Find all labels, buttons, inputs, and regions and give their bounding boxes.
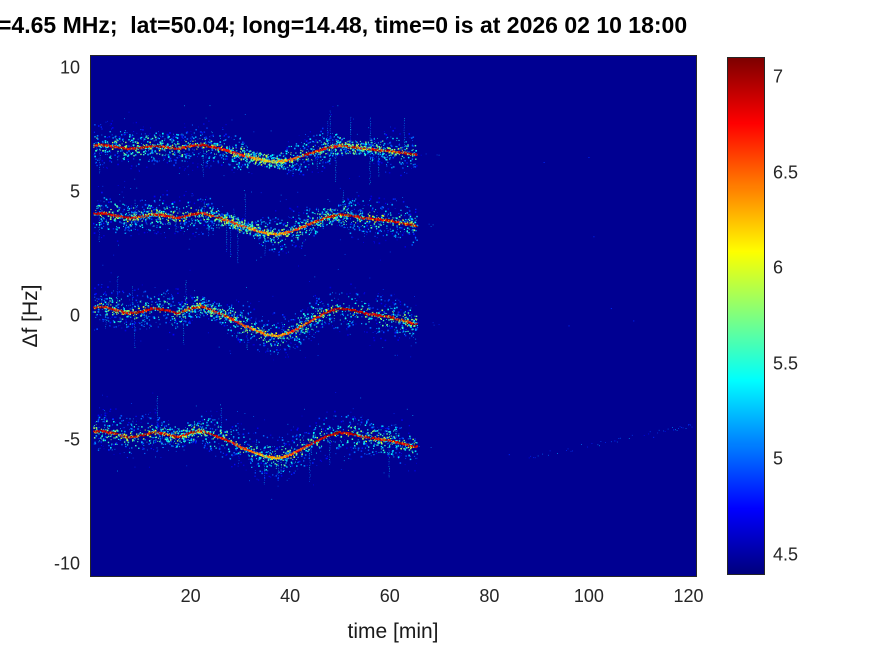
plot-area xyxy=(90,55,697,577)
y-tick-label: -5 xyxy=(63,429,80,450)
y-tick-label: 0 xyxy=(69,305,80,326)
colorbar-tick-label: 6.5 xyxy=(773,162,799,183)
x-tick-label: 20 xyxy=(180,586,201,606)
x-tick-label: 40 xyxy=(280,586,301,606)
y-tick-label: 10 xyxy=(59,57,80,78)
x-axis-label: time [min] xyxy=(347,620,439,643)
colorbar-tick-label: 6 xyxy=(773,257,784,278)
y-tick-label: -10 xyxy=(53,553,80,574)
colorbar-tick-label: 4.5 xyxy=(773,544,799,565)
colorbar-tick-label: 7 xyxy=(773,66,784,87)
colorbar xyxy=(727,57,765,575)
x-tick-label: 100 xyxy=(573,586,604,606)
spectrogram-canvas xyxy=(91,56,696,576)
x-tick-label: 60 xyxy=(379,586,400,606)
chart-title: =4.65 MHz; lat=50.04; long=14.48, time=0… xyxy=(0,12,688,38)
y-tick-label: 5 xyxy=(69,181,80,202)
colorbar-gradient xyxy=(728,58,764,574)
x-tick-label: 80 xyxy=(479,586,500,606)
colorbar-tick-label: 5 xyxy=(773,448,784,469)
colorbar-tick-label: 5.5 xyxy=(773,353,799,374)
x-tick-label: 120 xyxy=(673,586,704,606)
